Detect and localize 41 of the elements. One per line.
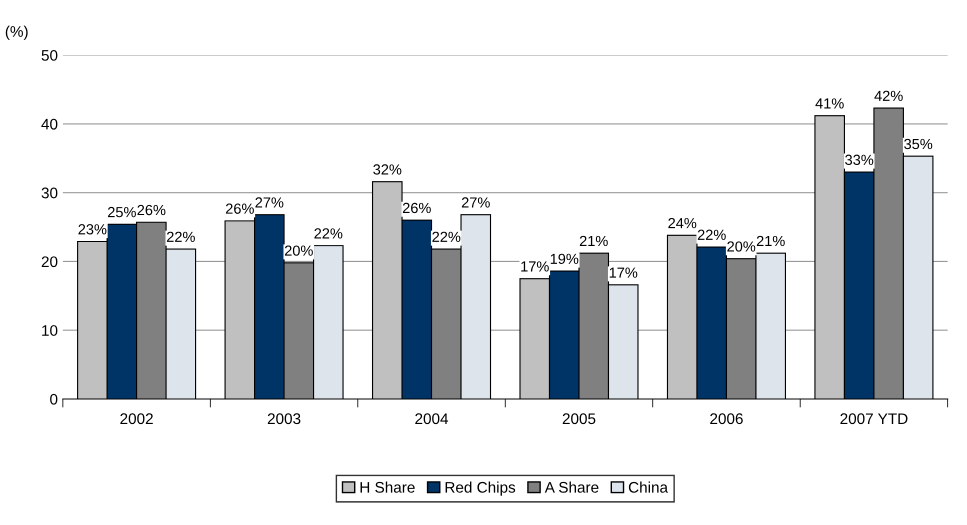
- data-label: 22%: [166, 232, 195, 242]
- y-tick-label: 50: [42, 50, 58, 61]
- y-tick-label: 40: [41, 118, 58, 130]
- x-tick-label: 2007 YTD: [840, 413, 908, 424]
- x-tick-label: 2004: [415, 413, 448, 424]
- data-label: 21%: [580, 236, 608, 246]
- data-label: 20%: [284, 245, 313, 256]
- data-label: 27%: [462, 197, 490, 208]
- data-label: 26%: [137, 204, 166, 216]
- x-tick-label: 2003: [268, 413, 300, 424]
- data-label: 17%: [521, 261, 549, 272]
- legend-label: China: [628, 482, 668, 493]
- data-label: 35%: [904, 138, 932, 150]
- data-label: 22%: [698, 230, 726, 240]
- data-label: 24%: [668, 218, 696, 228]
- data-label: 23%: [78, 224, 106, 234]
- data-label: 33%: [845, 154, 874, 165]
- legend-label: H Share: [360, 482, 415, 493]
- legend-label: A Share: [544, 482, 598, 493]
- y-tick-label: 10: [42, 325, 58, 336]
- legend-label: Red Chips: [446, 482, 516, 496]
- data-label: 27%: [255, 197, 284, 208]
- x-tick-label: 2002: [120, 413, 153, 424]
- data-label: 42%: [874, 90, 903, 101]
- y-axis-title: (%): [6, 26, 28, 40]
- data-label: 22%: [314, 228, 342, 239]
- data-label: 19%: [550, 254, 578, 264]
- data-label: 26%: [402, 202, 431, 214]
- data-label: 26%: [226, 203, 254, 214]
- data-label: 22%: [432, 232, 460, 242]
- data-label: 20%: [727, 241, 756, 252]
- y-tick-label: 0: [50, 394, 58, 405]
- x-tick-label: 2005: [562, 413, 596, 424]
- data-label: 25%: [108, 206, 136, 218]
- y-tick-label: 30: [42, 188, 58, 198]
- x-tick-label: 2006: [710, 413, 743, 424]
- y-tick-label: 20: [42, 256, 58, 268]
- data-label: 17%: [610, 268, 638, 278]
- data-label: 32%: [373, 164, 402, 175]
- data-label: 21%: [756, 236, 785, 246]
- data-label: 41%: [815, 98, 844, 109]
